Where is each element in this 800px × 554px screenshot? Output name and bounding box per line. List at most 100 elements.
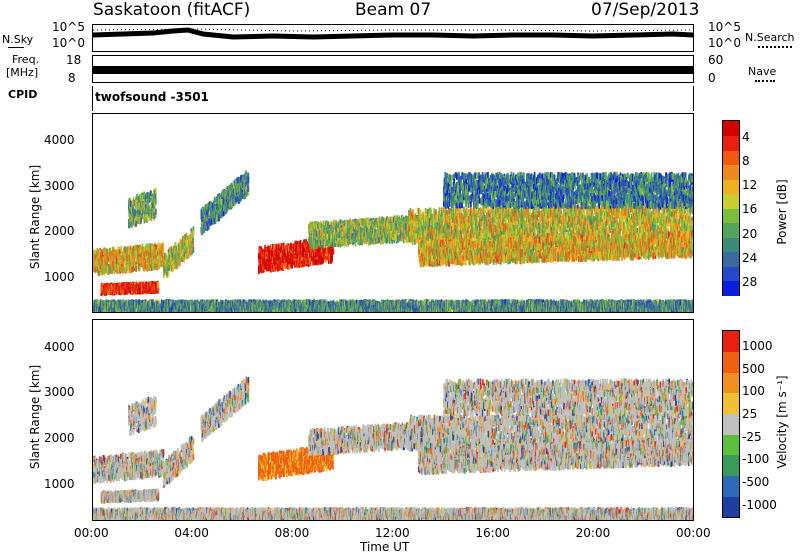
- echo-cell: [331, 253, 333, 260]
- echo-cell: [157, 286, 160, 293]
- echo-cell: [159, 245, 162, 252]
- echo-cell: [279, 243, 281, 250]
- echo-cell: [212, 212, 214, 219]
- echo-cell: [130, 221, 133, 228]
- echo-cell: [162, 243, 165, 250]
- echo-cell: [343, 230, 345, 237]
- echo-cell: [140, 195, 142, 202]
- echo-cell: [146, 206, 148, 213]
- echo-cell: [278, 244, 280, 251]
- echo-cell: [246, 176, 248, 183]
- echo-cell: [140, 201, 142, 208]
- noise-tick-left-top: 10^5: [52, 20, 85, 34]
- echo-cell: [137, 256, 140, 263]
- echo-cell: [243, 182, 246, 189]
- echo-cell: [93, 266, 95, 272]
- echo-cell: [107, 288, 110, 295]
- echo-cell: [168, 264, 170, 271]
- echo-cell: [243, 178, 245, 184]
- echo-cell: [235, 192, 238, 199]
- echo-cell: [134, 209, 137, 216]
- echo-cell: [138, 247, 140, 254]
- echo-cell: [147, 201, 149, 208]
- echo-cell: [142, 264, 145, 271]
- echo-cell: [103, 267, 105, 273]
- echo-cell: [135, 220, 138, 227]
- echo-cell: [353, 235, 355, 242]
- echo-cell: [190, 249, 192, 256]
- echo-cell: [106, 260, 109, 267]
- echo-cell: [183, 250, 186, 257]
- echo-cell: [332, 248, 335, 255]
- echo-cell: [111, 268, 113, 274]
- echo-cell: [236, 196, 238, 203]
- echo-cell: [123, 262, 125, 269]
- echo-cell: [108, 268, 110, 275]
- echo-cell: [117, 267, 119, 274]
- echo-cell: [222, 201, 225, 208]
- echo-cell: [368, 223, 370, 230]
- echo-cell: [110, 264, 113, 271]
- echo-cell: [293, 257, 296, 264]
- echo-cell: [97, 268, 100, 275]
- echo-cell: [217, 213, 219, 220]
- echo-cell: [190, 231, 193, 238]
- echo-cell: [185, 253, 187, 260]
- echo-cell: [359, 239, 361, 245]
- freq-label: Freq.: [12, 53, 39, 66]
- echo-cell: [323, 246, 326, 253]
- echo-cell: [356, 219, 358, 226]
- date-title: 07/Sep/2013: [591, 0, 699, 20]
- echo-cell: [265, 246, 268, 253]
- echo-cell: [345, 235, 348, 242]
- echo-cell: [361, 230, 363, 237]
- echo-cell: [215, 206, 218, 213]
- cpid-label: CPID: [8, 88, 37, 101]
- echo-cell: [204, 218, 207, 225]
- echo-cell: [343, 226, 345, 233]
- echo-cell: [148, 207, 150, 214]
- power-panel: [92, 113, 695, 315]
- echo-cell: [120, 245, 123, 252]
- echo-cell: [223, 190, 225, 197]
- echo-cell: [326, 227, 329, 234]
- echo-cell: [151, 246, 154, 253]
- echo-cell: [111, 259, 114, 266]
- echo-cell: [226, 203, 228, 210]
- echo-cell: [305, 239, 308, 245]
- echo-cell: [153, 212, 156, 219]
- echo-cell: [138, 265, 141, 272]
- echo-cell: [207, 221, 209, 228]
- echo-cell: [368, 227, 370, 234]
- echo-cell: [178, 257, 180, 263]
- echo-cell: [234, 191, 236, 198]
- echo-cell: [164, 253, 166, 260]
- echo-cell: [141, 256, 143, 263]
- echo-cell: [141, 288, 143, 295]
- echo-cell: [192, 226, 195, 233]
- echo-cell: [260, 266, 263, 273]
- echo-cell: [133, 281, 136, 288]
- cpid-value: twofsound -3501: [95, 90, 209, 104]
- echo-cell: [114, 254, 117, 261]
- echo-cell: [286, 243, 288, 250]
- echo-cell: [141, 243, 144, 250]
- echo-cell: [101, 249, 103, 256]
- echo-cell: [118, 249, 121, 256]
- echo-cell: [184, 234, 187, 241]
- echo-cell: [320, 223, 323, 230]
- echo-cell: [187, 245, 190, 252]
- echo-cell: [96, 260, 99, 267]
- echo-cell: [156, 253, 159, 260]
- echo-cell: [288, 256, 290, 263]
- echo-cell: [309, 260, 312, 266]
- noise-sky-label: N.Sky: [2, 33, 33, 46]
- echo-cell: [130, 212, 133, 219]
- echo-cell: [151, 243, 153, 250]
- station-title: Saskatoon (fitACF): [93, 0, 250, 20]
- echo-cell: [266, 248, 268, 255]
- echo-cell: [299, 239, 302, 246]
- echo-cell: [335, 220, 338, 227]
- echo-cell: [320, 258, 323, 265]
- echo-cell: [238, 189, 241, 196]
